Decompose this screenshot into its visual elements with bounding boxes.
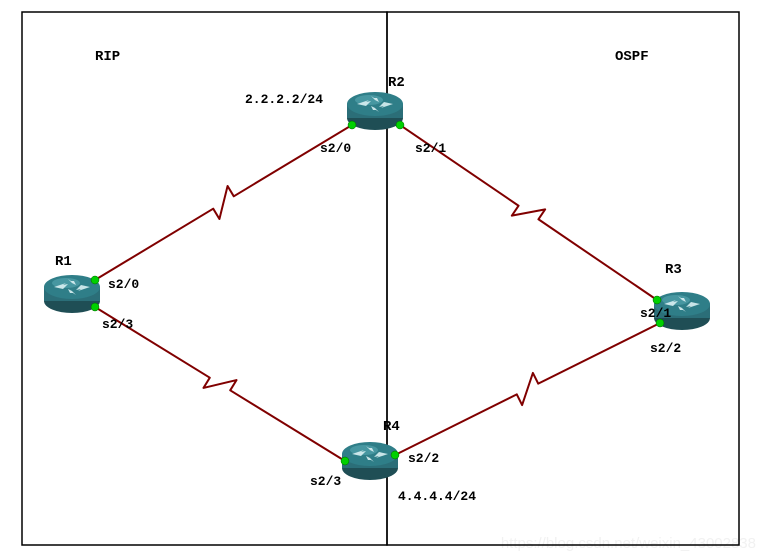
- port-dot-r2_s20: [348, 121, 356, 129]
- port-dot-r4_s22: [391, 451, 399, 459]
- watermark: https://blog.csdn.net/weixin_43002838: [501, 535, 756, 552]
- link-R1_s20-R2_s20: [95, 125, 352, 280]
- port-label-r3_s21: s2/1: [640, 306, 671, 321]
- topology-diagram: https://blog.csdn.net/weixin_43002838 RIP…: [0, 0, 761, 557]
- port-label-r3_s22: s2/2: [650, 341, 681, 356]
- port-dot-r3_s22: [656, 319, 664, 327]
- port-label-r2_s20: s2/0: [320, 141, 351, 156]
- port-dot-r3_s21: [653, 296, 661, 304]
- port-label-r1_s23: s2/3: [102, 317, 133, 332]
- link-R4_s22-R3_s22: [395, 323, 660, 455]
- port-dot-r4_s23: [341, 457, 349, 465]
- router-label-r1: R1: [55, 254, 72, 270]
- port-label-r2_s21: s2/1: [415, 141, 446, 156]
- router-label-r4: R4: [383, 419, 400, 435]
- port-label-r1_s20: s2/0: [108, 277, 139, 292]
- loopback-r2: 2.2.2.2/24: [245, 92, 323, 107]
- port-dot-r1_s23: [91, 303, 99, 311]
- zone-label-rip: RIP: [95, 49, 120, 65]
- port-label-r4_s23: s2/3: [310, 474, 341, 489]
- port-dot-r1_s20: [91, 276, 99, 284]
- port-label-r4_s22: s2/2: [408, 451, 439, 466]
- router-r4: [342, 442, 398, 480]
- zone-label-ospf: OSPF: [615, 49, 649, 65]
- router-label-r3: R3: [665, 262, 682, 278]
- port-dot-r2_s21: [396, 121, 404, 129]
- loopback-r4: 4.4.4.4/24: [398, 489, 476, 504]
- router-label-r2: R2: [388, 75, 405, 91]
- zone-ospf: [387, 12, 739, 545]
